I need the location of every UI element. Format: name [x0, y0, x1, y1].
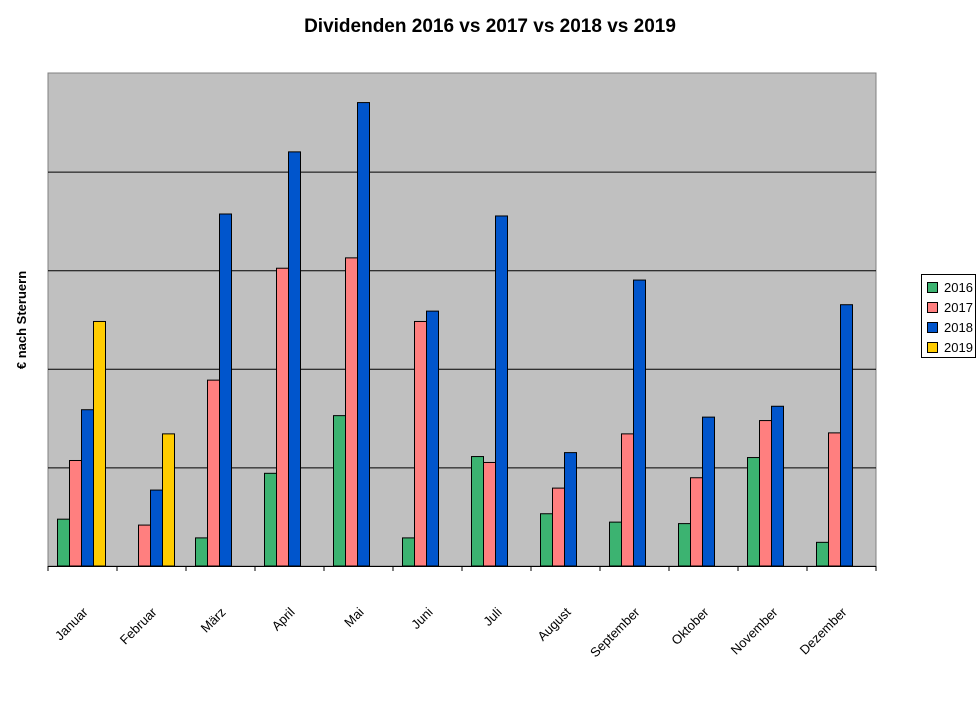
x-tick-label: Juli: [480, 604, 504, 628]
bar-2016-september: [609, 521, 622, 567]
bar-2016-november: [747, 457, 760, 567]
legend-label: 2019: [944, 339, 973, 355]
bar-2019-januar: [93, 320, 106, 567]
x-tick-label: Juni: [408, 604, 436, 632]
bar-2019-februar: [162, 433, 175, 567]
bar-2018-august: [564, 452, 577, 567]
bar-2017-juli: [483, 461, 496, 567]
bar-2018-april: [288, 151, 301, 567]
x-tick-labels: Januar Februar März April Mai Juni Juli August S…: [52, 604, 850, 660]
bar-2018-januar: [81, 409, 94, 567]
bar-2017-juni: [414, 320, 427, 567]
bar-2016-mai: [333, 415, 346, 567]
chart-title: Dividenden 2016 vs 2017 vs 2018 vs 2019: [304, 16, 676, 37]
legend-label: 2017: [944, 299, 973, 315]
bar-2017-august: [552, 487, 565, 567]
legend-item-2016: 2016: [922, 277, 975, 297]
legend-item-2017: 2017: [922, 297, 975, 317]
bar-2017-september: [621, 433, 634, 567]
bar-2018-februar: [150, 489, 163, 567]
x-tick-label: September: [587, 604, 643, 660]
bar-2016-oktober: [678, 523, 691, 567]
x-tick-label: März: [198, 605, 229, 636]
bar-2016-dezember: [816, 541, 829, 567]
bar-2016-märz: [195, 537, 208, 567]
x-tick-label: April: [269, 604, 298, 633]
x-tick-label: Oktober: [668, 604, 712, 648]
bar-2018-mai: [357, 102, 370, 567]
bar-2016-juli: [471, 456, 484, 567]
bar-2018-dezember: [840, 304, 853, 567]
bars: [57, 102, 853, 567]
bar-2017-dezember: [828, 432, 841, 567]
bar-2017-november: [759, 420, 772, 567]
legend-label: 2016: [944, 279, 973, 295]
legend-item-2019: 2019: [922, 337, 975, 357]
bar-2016-april: [264, 472, 277, 567]
bar-2018-oktober: [702, 416, 715, 567]
gridlines: [48, 171, 876, 469]
plot-area: [47, 72, 877, 567]
legend-item-2018: 2018: [922, 317, 975, 337]
x-tick-label: Mai: [341, 604, 366, 629]
bar-2017-märz: [207, 379, 220, 567]
bar-2018-juli: [495, 215, 508, 567]
bar-2017-mai: [345, 257, 358, 567]
legend: 2016 2017 2018 2019: [921, 274, 976, 358]
bar-2018-november: [771, 405, 784, 567]
x-tick-label: Januar: [52, 604, 91, 643]
bar-2016-juni: [402, 537, 415, 567]
legend-swatch: [927, 301, 938, 313]
bar-2018-september: [633, 279, 646, 567]
legend-swatch: [927, 321, 938, 333]
legend-swatch: [927, 341, 938, 353]
bar-2017-februar: [138, 524, 151, 567]
x-tick-label: August: [534, 604, 573, 643]
x-tick-label: Dezember: [797, 604, 850, 657]
y-axis-label: € nach Steruern: [14, 271, 29, 369]
bar-2017-januar: [69, 459, 82, 567]
x-tick-label: November: [728, 604, 781, 657]
bar-2018-juni: [426, 310, 439, 567]
bar-2016-august: [540, 513, 553, 567]
legend-label: 2018: [944, 319, 973, 335]
plot-background: [47, 72, 877, 567]
bar-2017-oktober: [690, 477, 703, 567]
axes: [47, 566, 877, 571]
x-tick-label: Februar: [117, 604, 160, 647]
bar-2018-märz: [219, 213, 232, 567]
bar-2016-januar: [57, 518, 70, 567]
legend-swatch: [927, 281, 938, 293]
bar-2017-april: [276, 267, 289, 567]
